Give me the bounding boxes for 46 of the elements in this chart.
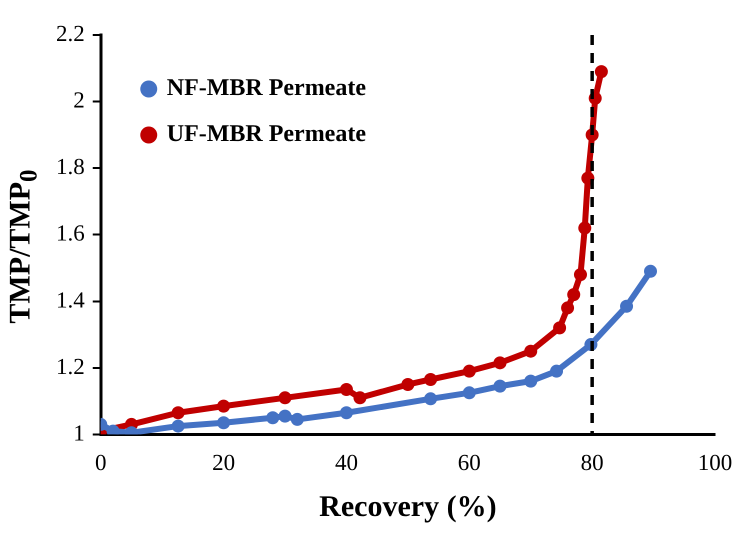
point bbox=[494, 380, 507, 393]
x-tick-label: 40 bbox=[334, 450, 358, 476]
point bbox=[278, 410, 292, 423]
x-tick-label: 80 bbox=[580, 450, 604, 476]
point bbox=[172, 420, 185, 433]
y-tick-label: 2.2 bbox=[56, 21, 85, 46]
point bbox=[594, 65, 608, 78]
point bbox=[620, 300, 634, 313]
legend-label: NF-MBR Permeate bbox=[166, 75, 366, 102]
x-tick-label: 60 bbox=[458, 450, 481, 476]
y-tick-label: 1.4 bbox=[56, 287, 86, 312]
point bbox=[217, 416, 230, 430]
point bbox=[561, 301, 574, 314]
point bbox=[524, 374, 538, 388]
point bbox=[581, 172, 594, 185]
point bbox=[462, 386, 476, 400]
point bbox=[644, 264, 658, 278]
point bbox=[266, 411, 280, 424]
point bbox=[401, 378, 414, 391]
x-axis-title: Recovery (%) bbox=[319, 490, 497, 523]
point bbox=[424, 392, 438, 406]
point bbox=[340, 382, 353, 396]
point bbox=[340, 406, 353, 420]
point bbox=[172, 406, 185, 420]
point bbox=[494, 356, 507, 370]
point bbox=[524, 344, 538, 358]
point bbox=[290, 412, 304, 426]
point bbox=[217, 400, 230, 413]
y-tick-label: 1.6 bbox=[56, 220, 85, 246]
x-tick-label: 20 bbox=[212, 450, 236, 476]
point bbox=[567, 288, 580, 302]
x-tick-label: 100 bbox=[698, 450, 732, 476]
point bbox=[278, 391, 292, 404]
y-tick-label: 1.8 bbox=[56, 154, 85, 180]
x-tick-label: 0 bbox=[95, 450, 106, 476]
point bbox=[574, 268, 587, 282]
point bbox=[353, 391, 366, 404]
point bbox=[578, 222, 592, 235]
point bbox=[424, 372, 438, 386]
y-tick-label: 2 bbox=[73, 88, 85, 113]
point bbox=[550, 364, 564, 378]
y-tick-label: 1.2 bbox=[56, 354, 85, 379]
legend-label: UF-MBR Permeate bbox=[166, 121, 366, 148]
y-tick-label: 1 bbox=[73, 420, 85, 446]
point bbox=[462, 364, 476, 378]
point bbox=[553, 321, 566, 334]
